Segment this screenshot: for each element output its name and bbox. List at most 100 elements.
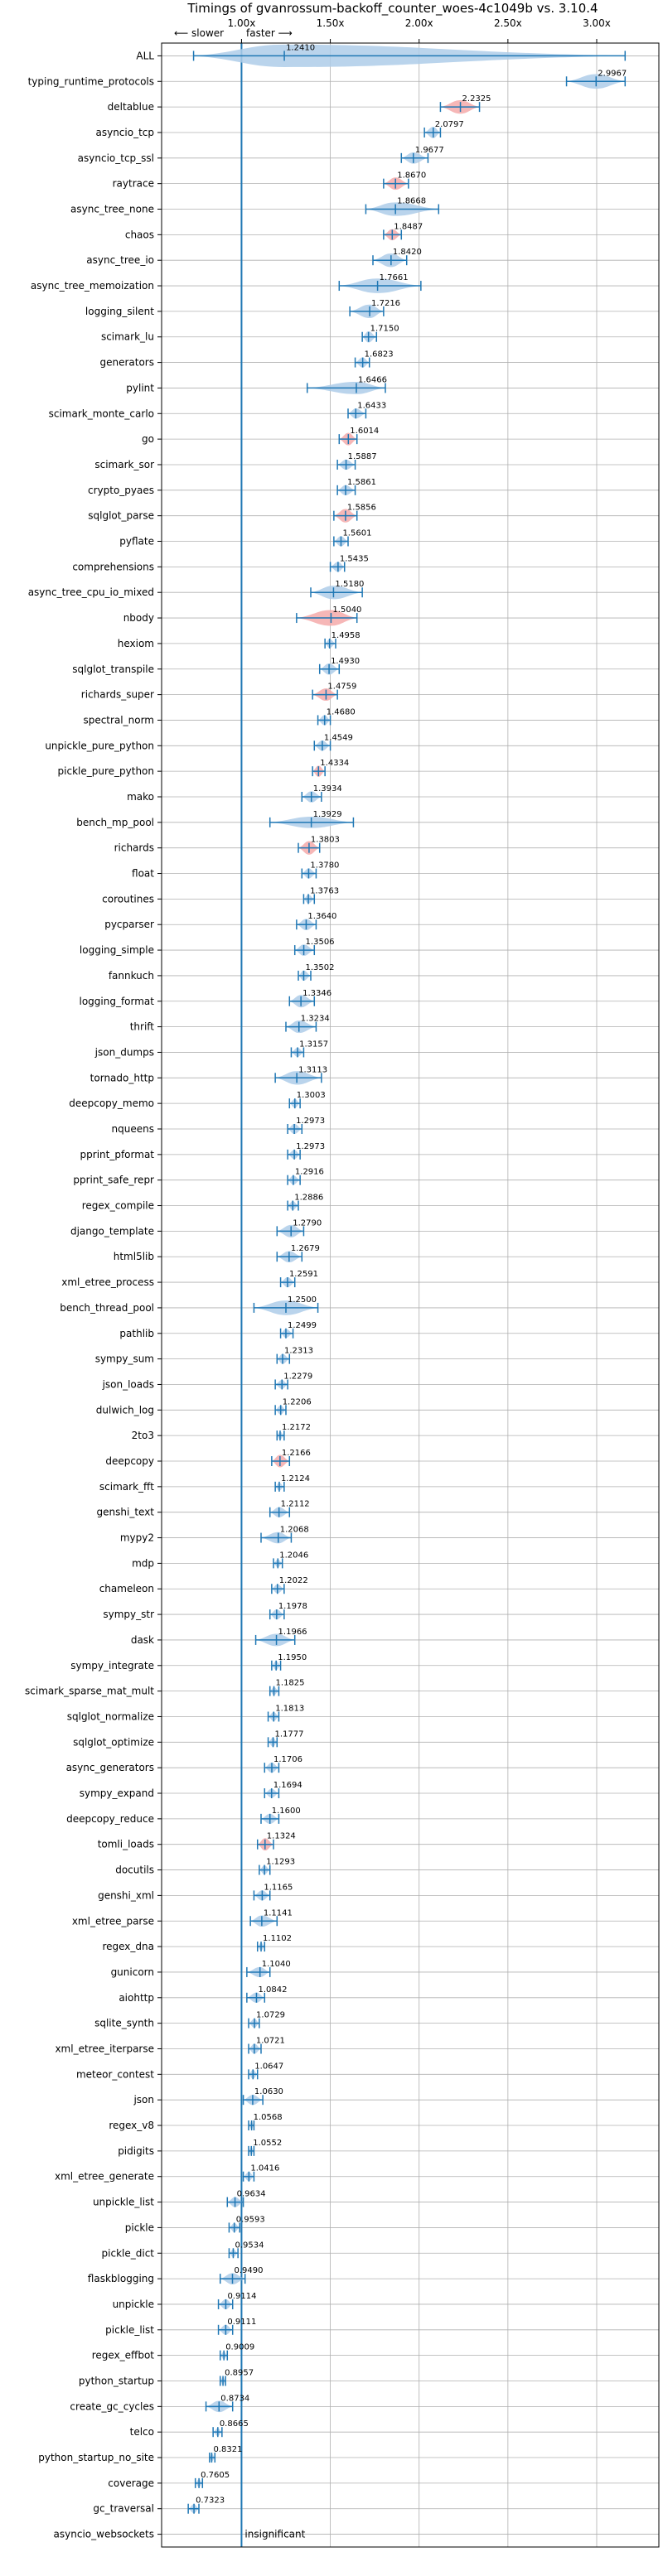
- benchmark-label: sympy_str: [103, 1609, 154, 1620]
- benchmark-row: async_tree_memoization 1.7661: [31, 273, 422, 293]
- value-label: 1.1324: [267, 1832, 296, 1841]
- benchmark-label: deepcopy: [105, 1455, 154, 1467]
- benchmark-label: spectral_norm: [83, 714, 154, 726]
- value-label: 1.3157: [299, 1040, 328, 1049]
- benchmark-label: unpickle_list: [93, 2197, 154, 2208]
- benchmark-label: 2to3: [132, 1430, 154, 1441]
- benchmark-label: unpickle: [113, 2299, 154, 2310]
- benchmark-row: xml_etree_generate 1.0416: [55, 2164, 279, 2183]
- benchmark-label: asyncio_tcp: [95, 127, 154, 138]
- benchmark-row: scimark_monte_carlo 1.6433: [49, 401, 387, 419]
- value-label: 1.0842: [258, 1985, 287, 1995]
- benchmark-row: pickle_list 0.9111: [105, 2318, 256, 2336]
- benchmark-label: scimark_lu: [101, 331, 154, 343]
- benchmark-label: gc_traversal: [93, 2503, 154, 2515]
- benchmark-label: unpickle_pure_python: [45, 740, 154, 751]
- benchmark-row: telco 0.8665: [130, 2419, 249, 2438]
- benchmark-label: scimark_fft: [99, 1481, 154, 1493]
- benchmark-label: sqlglot_parse: [88, 510, 154, 522]
- benchmark-row: gunicorn 1.1040: [111, 1960, 291, 1978]
- benchmark-label: pylint: [126, 382, 154, 393]
- benchmark-row: mdp 1.2046: [132, 1551, 308, 1569]
- benchmark-label: genshi_xml: [98, 1889, 154, 1901]
- value-label: 0.8734: [220, 2394, 249, 2403]
- benchmark-row: aiohttp 1.0842: [119, 1985, 287, 2004]
- benchmark-label: html5lib: [114, 1251, 154, 1262]
- value-label: 0.7605: [201, 2471, 230, 2480]
- benchmark-row: pickle_pure_python 1.4334: [58, 759, 350, 777]
- benchmark-row: pickle 0.9593: [125, 2215, 265, 2233]
- benchmark-row: mako 1.3934: [127, 784, 342, 803]
- value-label: 1.4930: [331, 657, 360, 666]
- benchmark-label: pprint_pformat: [80, 1149, 155, 1160]
- value-label: 1.1966: [278, 1628, 307, 1637]
- benchmark-label: async_generators: [66, 1762, 154, 1773]
- benchmark-label: scimark_sparse_mat_mult: [25, 1686, 154, 1697]
- value-label: 1.2679: [291, 1244, 320, 1253]
- value-label: 1.5887: [348, 452, 377, 461]
- value-label: 1.3763: [310, 886, 339, 895]
- benchmark-row: async_generators 1.1706: [66, 1755, 302, 1773]
- benchmark-label: pickle: [125, 2221, 154, 2233]
- benchmark-row: pylint 1.6466: [126, 375, 387, 394]
- benchmark-row: float 1.3780: [132, 861, 339, 880]
- benchmark-label: coverage: [108, 2477, 154, 2489]
- value-label: 1.7150: [370, 325, 399, 334]
- benchmark-row: 2to3 1.2172: [132, 1423, 311, 1441]
- benchmark-row: chaos 1.8487: [125, 222, 423, 240]
- value-label: 1.2206: [283, 1397, 312, 1406]
- benchmark-label: mako: [127, 791, 154, 803]
- x-tick-label: 1.00x: [228, 17, 256, 29]
- benchmark-label: xml_etree_iterparse: [55, 2043, 154, 2054]
- benchmark-row: unpickle_list 0.9634: [93, 2190, 266, 2208]
- value-label: 1.2591: [289, 1270, 318, 1279]
- value-label: 0.8957: [225, 2368, 254, 2377]
- value-label: 1.2500: [288, 1295, 317, 1305]
- value-label: 1.8668: [397, 197, 426, 206]
- benchmark-label: sympy_expand: [80, 1787, 154, 1799]
- value-label: 1.5180: [335, 580, 364, 589]
- benchmark-row: mypy2 1.2068: [120, 1526, 309, 1544]
- benchmark-row: tornado_http 1.3113: [90, 1065, 327, 1085]
- value-label: 1.0729: [256, 2011, 285, 2020]
- benchmark-label: python_startup_no_site: [38, 2452, 154, 2463]
- benchmark-row: pickle_dict 0.9534: [102, 2241, 264, 2259]
- benchmark-label: pickle_dict: [102, 2247, 155, 2259]
- benchmark-label: typing_runtime_protocols: [28, 75, 154, 87]
- benchmark-row: logging_format 1.3346: [79, 989, 332, 1008]
- benchmark-label: xml_etree_parse: [72, 1915, 154, 1927]
- benchmark-row: generators 1.6823: [99, 350, 393, 369]
- value-label: 0.9534: [235, 2241, 264, 2250]
- benchmark-row: asyncio_tcp_ssl 1.9677: [78, 146, 444, 164]
- value-label: 1.4549: [324, 733, 353, 742]
- value-label: 1.5435: [340, 554, 369, 563]
- value-label: 1.2916: [295, 1168, 324, 1177]
- benchmark-label: json_dumps: [94, 1046, 154, 1058]
- value-label: 1.7216: [371, 299, 400, 308]
- benchmark-label: float: [132, 868, 154, 880]
- value-label: 1.2112: [281, 1500, 310, 1509]
- benchmark-label: pidigits: [118, 2145, 154, 2157]
- benchmark-label: sqlglot_transpile: [72, 663, 154, 675]
- benchmark-row: deepcopy 1.2166: [105, 1449, 311, 1468]
- value-label: 1.2166: [282, 1449, 311, 1458]
- benchmark-label: regex_compile: [82, 1200, 154, 1212]
- benchmark-label: pickle_list: [105, 2324, 154, 2336]
- benchmark-label: crypto_pyaes: [88, 485, 154, 496]
- benchmark-row: async_tree_none 1.8668: [70, 197, 440, 216]
- benchmark-label: logging_format: [79, 996, 154, 1007]
- benchmark-label: hexiom: [118, 638, 154, 649]
- benchmark-label: aiohttp: [119, 1992, 154, 2004]
- value-label: 1.1978: [278, 1602, 307, 1611]
- benchmark-label: chaos: [125, 229, 154, 240]
- value-label: 0.9490: [235, 2266, 264, 2275]
- benchmark-label: pyflate: [119, 536, 154, 548]
- benchmark-row: sqlglot_parse 1.5856: [88, 504, 376, 523]
- value-label: 1.5861: [347, 478, 376, 487]
- benchmark-row: chameleon 1.2022: [99, 1576, 308, 1594]
- benchmark-row: comprehensions 1.5435: [72, 554, 369, 572]
- value-label: 1.2022: [279, 1576, 308, 1585]
- value-label: 1.5856: [347, 504, 376, 513]
- benchmark-row: xml_etree_parse 1.1141: [72, 1908, 293, 1927]
